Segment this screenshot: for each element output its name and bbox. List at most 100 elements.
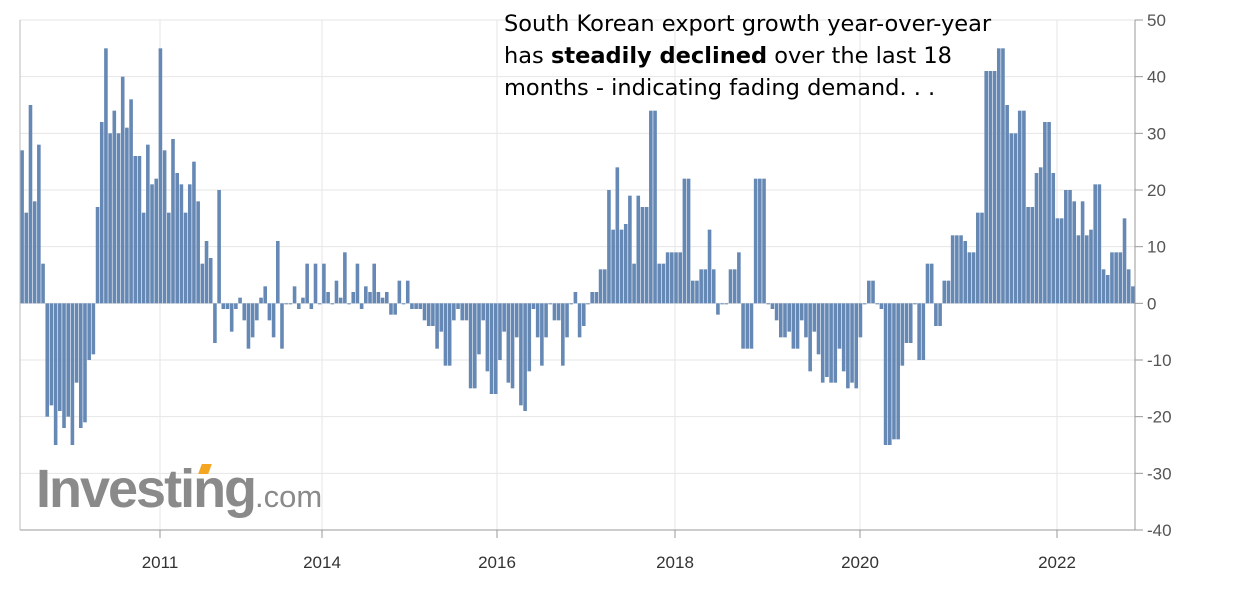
bar: [498, 303, 502, 360]
annotation-line-2-prefix: has: [504, 43, 551, 69]
bar: [246, 303, 251, 349]
bar: [305, 263, 309, 304]
bar: [1114, 252, 1118, 304]
bar: [883, 303, 888, 445]
bar: [422, 303, 427, 321]
x-tick-label: 2020: [841, 553, 879, 572]
bar: [380, 297, 385, 304]
bar: [443, 303, 448, 366]
bar: [1097, 184, 1102, 304]
bar: [397, 280, 402, 304]
bar: [175, 173, 179, 304]
bar: [1043, 122, 1047, 304]
bar: [850, 303, 854, 383]
bar: [690, 280, 695, 304]
bar: [628, 195, 632, 304]
bar: [460, 303, 465, 321]
y-tick-label: 0: [1147, 294, 1156, 313]
bar: [665, 252, 670, 304]
bar: [716, 303, 720, 315]
bar: [950, 235, 955, 304]
bar: [732, 269, 737, 304]
bar: [338, 297, 343, 304]
bar: [275, 241, 280, 304]
bar: [372, 263, 376, 304]
bar: [167, 212, 171, 304]
bar: [875, 303, 880, 305]
bar: [959, 235, 963, 304]
bar: [225, 303, 230, 309]
bar: [447, 303, 452, 366]
bar: [154, 178, 159, 304]
bar: [640, 207, 645, 304]
bar: [292, 286, 297, 304]
bar: [1126, 269, 1131, 304]
bar: [514, 303, 519, 338]
bar: [502, 303, 506, 332]
bar: [581, 303, 586, 326]
bar: [699, 269, 703, 304]
bar: [561, 303, 565, 366]
y-tick-label: -10: [1147, 351, 1172, 370]
bar: [1009, 133, 1014, 304]
bar: [217, 190, 221, 304]
bar: [162, 150, 167, 304]
bar: [1051, 173, 1056, 304]
bar: [841, 303, 846, 372]
bar: [133, 156, 138, 304]
bar: [753, 178, 758, 304]
bar: [1001, 48, 1005, 304]
bar: [976, 212, 980, 304]
bar: [74, 303, 79, 383]
bar: [66, 303, 71, 417]
bar: [879, 303, 884, 309]
bar: [657, 263, 662, 304]
bar: [259, 297, 263, 304]
bar: [737, 252, 741, 304]
bar: [1030, 207, 1035, 304]
bar: [938, 303, 942, 326]
y-tick-label: 30: [1147, 124, 1166, 143]
bar: [435, 303, 439, 349]
bar: [686, 178, 691, 304]
bar: [267, 303, 272, 321]
bar: [351, 292, 356, 304]
investing-logo: Investing.com: [36, 458, 322, 524]
bar: [87, 303, 91, 360]
bar: [833, 303, 838, 383]
bar: [523, 303, 527, 411]
bar: [313, 263, 318, 304]
bar: [183, 212, 188, 304]
bar: [401, 303, 406, 305]
bar: [674, 252, 678, 304]
bar: [20, 150, 24, 304]
bar: [296, 303, 301, 309]
bar: [28, 105, 33, 304]
bar: [946, 280, 951, 304]
bar: [892, 303, 896, 440]
bar: [120, 76, 125, 304]
bar: [317, 303, 322, 305]
bar: [418, 303, 423, 309]
bar: [724, 303, 729, 305]
x-tick-label: 2022: [1038, 553, 1076, 572]
bar: [862, 303, 867, 305]
bar: [405, 280, 410, 304]
chart-axes: 50 40 30 20 10 0 -10 -20 -30 -40 2011 2014 2016 2018 2…: [19, 11, 1172, 572]
bar: [125, 127, 129, 304]
bar: [493, 303, 498, 394]
bar: [837, 303, 842, 349]
y-tick-label: -20: [1147, 408, 1172, 427]
bar: [58, 303, 62, 411]
bar: [1026, 207, 1030, 304]
bar: [53, 303, 58, 445]
bar: [749, 303, 754, 349]
bar: [548, 303, 553, 305]
bar: [820, 303, 825, 383]
bar: [527, 303, 532, 372]
bar: [615, 167, 620, 304]
bar: [611, 229, 615, 304]
bar: [238, 297, 242, 304]
annotation-line-2: has steadily declined over the last 18: [504, 40, 1044, 72]
bar: [1034, 173, 1039, 304]
